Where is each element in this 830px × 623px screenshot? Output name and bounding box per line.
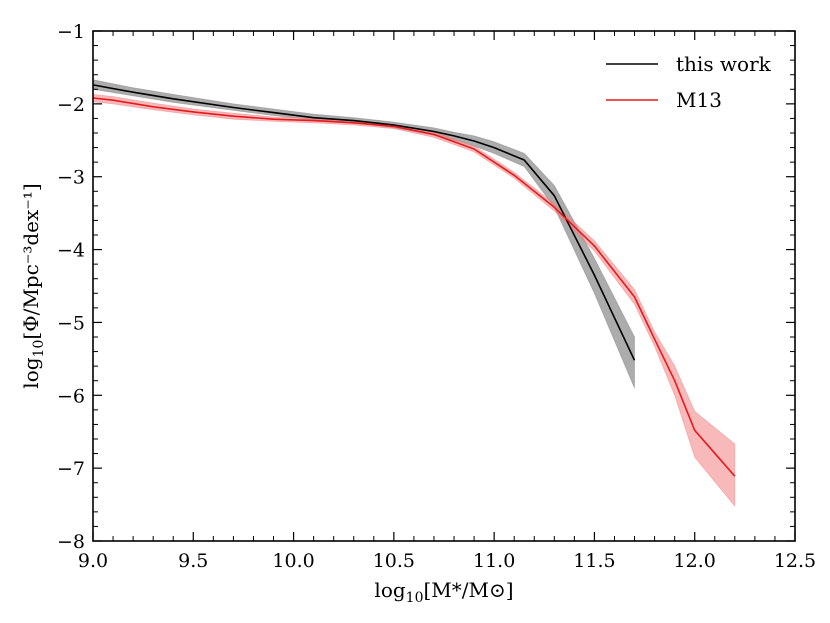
y-tick-label: −6 [57, 385, 85, 407]
series-line-this-work [92, 84, 636, 361]
tick-labels: 9.0 9.5 10.0 10.5 11.0 11.5 12.0 12.5 −8 −7 −6 −5 −4… [57, 21, 816, 572]
y-tick-label: −4 [57, 240, 85, 262]
x-tick-label: 9.0 [78, 550, 108, 572]
y-tick-label: −7 [57, 458, 85, 480]
x-tick-label: 10.0 [272, 550, 314, 572]
legend-label-this-work: this work [676, 52, 772, 76]
axis-ticks [92, 30, 796, 542]
series-line-m13 [92, 97, 736, 477]
x-tick-label: 12.0 [674, 550, 716, 572]
plot-frame [92, 30, 796, 542]
confidence-bands [92, 79, 736, 508]
band-this-work [92, 79, 635, 389]
y-tick-label: −5 [57, 312, 85, 334]
y-tick-label: −8 [57, 531, 85, 553]
y-axis-label: log10[Φ/Mpc⁻³dex⁻¹] [19, 183, 47, 388]
y-tick-label: −3 [57, 167, 85, 189]
x-tick-label: 9.5 [178, 550, 208, 572]
legend-label-m13: M13 [676, 88, 722, 112]
band-m13 [92, 93, 736, 508]
x-tick-label: 10.5 [373, 550, 415, 572]
x-axis-label: log10[M*/M⊙] [374, 578, 513, 606]
x-tick-label: 12.5 [774, 550, 816, 572]
legend: this work M13 [606, 52, 772, 112]
y-tick-label: −2 [57, 94, 85, 116]
x-tick-label: 11.0 [473, 550, 515, 572]
series-lines [92, 84, 736, 477]
y-tick-label: −1 [57, 21, 85, 43]
x-tick-label: 11.5 [573, 550, 615, 572]
